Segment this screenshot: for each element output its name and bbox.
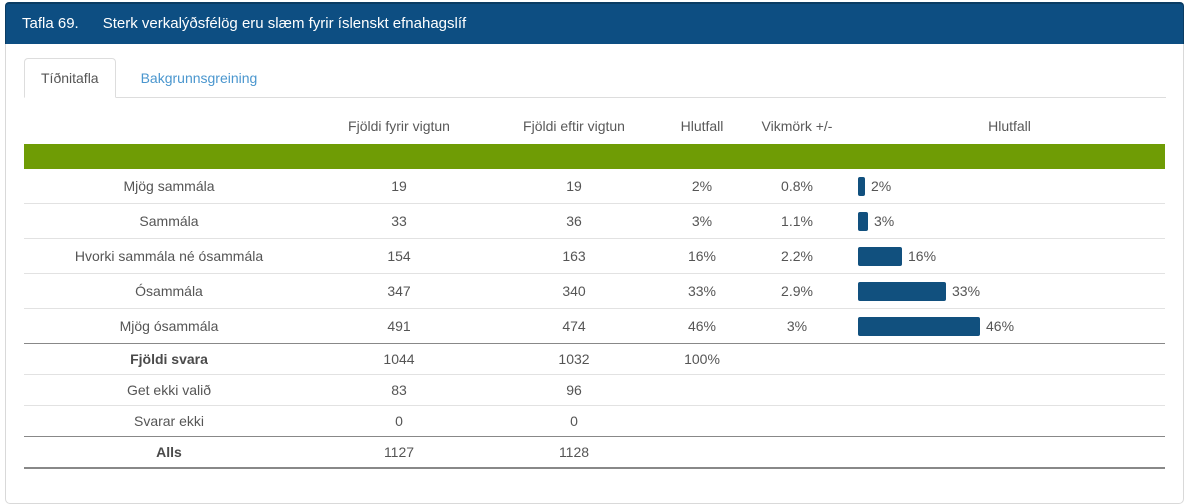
value-hlutfall: 2% (691, 178, 713, 194)
header-fjoldi-fyrir-vigtun: Fjöldi fyrir vigtun (348, 118, 450, 134)
bar-cell: 3% (854, 203, 1165, 239)
value-fyrir: 0 (314, 405, 484, 437)
table-number: Tafla 69. (22, 15, 79, 32)
value-eftir: 96 (484, 374, 664, 406)
value-vikmork: 3% (740, 308, 854, 344)
row-label: Get ekki valið (24, 374, 314, 406)
bar-value-label: 3% (874, 213, 895, 229)
header-hlutfall: Hlutfall (680, 118, 724, 134)
value-eftir: 474 (484, 308, 664, 344)
row-label: Sammála (24, 203, 314, 239)
value-fyrir: 1127 (314, 436, 484, 469)
percentage-bar (858, 316, 980, 336)
row-label: Svarar ekki (24, 405, 314, 437)
row-label: Alls (24, 436, 314, 469)
tab-tidnitafla[interactable]: Tíðnitafla (24, 58, 116, 98)
bar-value-label: 46% (986, 318, 1015, 334)
table-row: Mjög sammála 19 19 2% 0.8% 2% (24, 169, 1165, 204)
tab-bakgrunnsgreining[interactable]: Bakgrunnsgreining (140, 70, 258, 86)
bar-cell: 2% (854, 169, 1165, 204)
value-hlutfall: 3% (664, 203, 740, 239)
value-hlutfall (664, 405, 740, 437)
value-fyrir: 154 (314, 238, 484, 274)
row-label: Fjöldi svara (24, 343, 314, 375)
value-hlutfall: 46% (664, 308, 740, 344)
value-vikmork: 2.2% (740, 238, 854, 274)
table-row: Hvorki sammála né ósammála 154 163 16% 2… (24, 238, 1165, 274)
report-panel: Tafla 69. Sterk verkalýðsfélög eru slæm f… (5, 2, 1184, 504)
row-label: Ósammála (24, 273, 314, 309)
percentage-bar (858, 246, 902, 266)
summary-row-fjoldi-svara: Fjöldi svara 1044 1032 100% (24, 343, 1165, 375)
value-vikmork: 0.8% (781, 178, 813, 194)
value-eftir: 340 (484, 273, 664, 309)
bar-value-label: 16% (908, 248, 937, 264)
highlight-band (24, 144, 1165, 169)
percentage-bar (858, 281, 946, 301)
header-hlutfall-bar: Hlutfall (988, 118, 1031, 134)
value-hlutfall (664, 436, 740, 469)
bar-cell: 16% (854, 238, 1165, 274)
value-eftir: 19 (566, 178, 582, 194)
bar-value-label: 33% (952, 283, 981, 299)
value-hlutfall: 33% (664, 273, 740, 309)
value-fyrir: 491 (314, 308, 484, 344)
summary-row-get-ekki-valid: Get ekki valið 83 96 (24, 374, 1165, 406)
bar-value-label: 2% (871, 178, 892, 194)
value-eftir: 36 (484, 203, 664, 239)
value-vikmork: 1.1% (740, 203, 854, 239)
header-vikmork: Vikmörk +/- (761, 118, 833, 134)
header-label (24, 110, 314, 144)
value-hlutfall: 16% (664, 238, 740, 274)
summary-row-svarar-ekki: Svarar ekki 0 0 (24, 405, 1165, 437)
summary-row-alls: Alls 1127 1128 (24, 436, 1165, 469)
table-row: Sammála 33 36 3% 1.1% 3% (24, 203, 1165, 239)
table-row: Mjög ósammála 491 474 46% 3% 46% (24, 308, 1165, 344)
row-label: Hvorki sammála né ósammála (24, 238, 314, 274)
tab-bar: Tíðnitafla Bakgrunnsgreining (24, 58, 1166, 98)
percentage-bar (858, 211, 868, 231)
value-eftir: 163 (484, 238, 664, 274)
row-label: Mjög ósammála (24, 308, 314, 344)
value-fyrir: 83 (314, 374, 484, 406)
value-vikmork: 2.9% (740, 273, 854, 309)
value-fyrir: 347 (314, 273, 484, 309)
value-fyrir: 1044 (314, 343, 484, 375)
value-hlutfall: 100% (664, 343, 740, 375)
value-eftir: 0 (484, 405, 664, 437)
report-title-bar: Tafla 69. Sterk verkalýðsfélög eru slæm f… (5, 2, 1184, 44)
bar-cell: 46% (854, 308, 1165, 344)
frequency-table: Fjöldi fyrir vigtun Fjöldi eftir vigtun … (24, 110, 1165, 469)
value-eftir: 1032 (484, 343, 664, 375)
bar-cell: 33% (854, 273, 1165, 309)
value-fyrir: 33 (314, 203, 484, 239)
value-eftir: 1128 (484, 436, 664, 469)
value-hlutfall (664, 374, 740, 406)
row-label: Mjög sammála (123, 178, 215, 194)
header-fjoldi-eftir-vigtun: Fjöldi eftir vigtun (523, 118, 625, 134)
value-fyrir: 19 (391, 178, 407, 194)
report-body: Tíðnitafla Bakgrunnsgreining Fjöldi fyri… (5, 44, 1184, 504)
table-header-row: Fjöldi fyrir vigtun Fjöldi eftir vigtun … (24, 110, 1165, 144)
table-row: Ósammála 347 340 33% 2.9% 33% (24, 273, 1165, 309)
page-title: Sterk verkalýðsfélög eru slæm fyrir ísle… (102, 15, 467, 32)
percentage-bar (858, 176, 865, 196)
